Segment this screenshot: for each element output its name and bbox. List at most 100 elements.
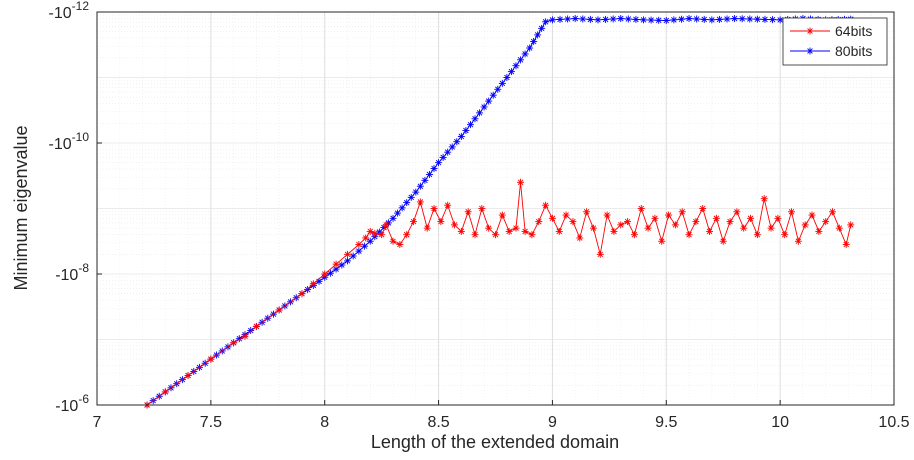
data-point — [731, 15, 739, 23]
data-point — [609, 15, 617, 23]
data-point — [457, 227, 465, 235]
data-point — [589, 224, 597, 232]
data-point — [746, 15, 754, 23]
data-point — [389, 214, 397, 222]
data-point — [444, 148, 452, 156]
data-point — [416, 198, 424, 206]
data-point — [304, 286, 312, 294]
y-tick-label: -10-12 — [49, 0, 90, 22]
data-point — [439, 153, 447, 161]
data-point — [586, 15, 594, 23]
legend-box — [782, 17, 888, 66]
data-point — [389, 237, 397, 245]
data-point — [548, 214, 556, 222]
data-point — [630, 231, 638, 239]
data-point — [343, 257, 351, 265]
data-point — [699, 205, 707, 212]
data-point — [161, 388, 169, 396]
data-point — [485, 97, 493, 105]
data-point — [569, 218, 577, 226]
data-point — [247, 326, 255, 334]
data-point — [494, 85, 502, 93]
data-point — [624, 218, 632, 226]
data-point — [394, 209, 402, 217]
x-tick-label: 10.5 — [878, 414, 909, 431]
data-point — [602, 15, 610, 23]
data-point — [808, 211, 816, 219]
data-point — [535, 218, 543, 226]
data-point — [617, 221, 625, 229]
data-point — [512, 62, 520, 70]
data-point — [685, 15, 693, 23]
data-point — [542, 201, 550, 209]
data-point — [378, 231, 386, 239]
data-point — [726, 218, 734, 226]
data-point — [230, 339, 238, 347]
data-point — [476, 109, 484, 117]
data-point — [275, 306, 283, 314]
legend: 64bits 80bits — [782, 17, 888, 66]
data-point — [693, 15, 701, 23]
y-tick-label: -10-6 — [55, 392, 89, 415]
data-point — [747, 214, 755, 222]
data-point — [480, 103, 488, 111]
data-point — [678, 208, 686, 216]
data-point — [564, 15, 572, 23]
data-point — [298, 290, 306, 298]
data-point — [753, 231, 761, 239]
data-point — [507, 68, 515, 76]
data-point — [662, 17, 670, 25]
data-point — [767, 224, 775, 232]
legend-label: 64bits — [835, 23, 872, 39]
y-tick-label: -10-8 — [55, 261, 89, 284]
x-tick-label: 8.5 — [427, 414, 449, 431]
data-point — [437, 218, 445, 226]
data-point — [326, 269, 334, 277]
data-point — [517, 178, 525, 186]
data-point — [576, 234, 584, 242]
data-point — [396, 241, 404, 249]
data-point — [498, 211, 506, 219]
legend-label: 80bits — [835, 43, 872, 59]
data-point — [556, 15, 564, 23]
data-point — [776, 16, 784, 24]
data-point — [761, 15, 769, 23]
data-point — [542, 18, 550, 26]
data-point — [719, 237, 727, 245]
data-point — [847, 221, 855, 229]
data-point — [485, 224, 493, 232]
data-point — [774, 214, 782, 222]
data-point — [733, 208, 741, 216]
data-point — [603, 211, 611, 219]
data-point — [706, 227, 714, 235]
data-point — [371, 229, 379, 237]
data-point — [435, 159, 443, 167]
data-point — [665, 211, 673, 219]
data-point — [184, 372, 192, 380]
data-point — [464, 208, 472, 216]
legend-entry: 64bits — [790, 23, 872, 39]
data-point — [453, 138, 461, 146]
x-tick-label: 7.5 — [200, 414, 222, 431]
data-point — [471, 115, 479, 123]
data-point — [466, 121, 474, 129]
data-point — [624, 15, 632, 23]
data-point — [416, 182, 424, 190]
data-point — [801, 221, 809, 229]
legend-marker — [806, 27, 814, 35]
data-point — [355, 241, 363, 249]
data-point — [740, 224, 748, 232]
data-point — [594, 16, 602, 24]
y-tick-label: -10-10 — [49, 130, 90, 153]
data-point — [505, 227, 513, 235]
data-point — [815, 227, 823, 235]
data-point — [321, 270, 329, 278]
x-tick-label: 9 — [548, 414, 557, 431]
data-point — [562, 211, 570, 219]
data-point — [548, 16, 556, 24]
data-point — [647, 16, 655, 24]
data-point — [617, 15, 625, 23]
data-point — [407, 193, 415, 201]
data-point — [457, 132, 465, 140]
